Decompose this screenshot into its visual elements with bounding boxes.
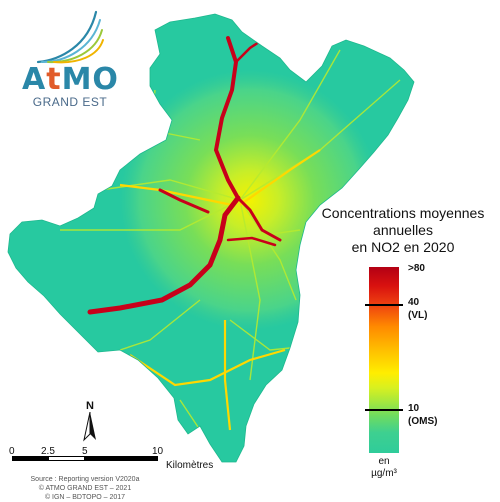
scale-tick-5: 5 (82, 446, 88, 457)
scale-unit: Kilomètres (166, 460, 214, 471)
logo-wordmark: AtMO (22, 62, 118, 97)
credits-atmo: © ATMO GRAND EST – 2021 (38, 485, 132, 492)
scale-tick-10: 10 (152, 446, 164, 457)
legend-title-line1: Concentrations moyennes (321, 205, 485, 221)
legend-oms-tag: (OMS) (408, 416, 438, 427)
major-roads (87, 36, 282, 315)
legend-threshold-vl (365, 304, 403, 306)
legend-unit-line2: µg/m³ (371, 468, 397, 479)
region-outline (7, 13, 415, 463)
logo-letter-t: t (46, 62, 62, 97)
credits: Source : Reporting version V2020a © ATMO… (20, 475, 150, 502)
logo-swoosh-icon (36, 10, 104, 64)
credits-ign: © IGN – BDTOPO – 2017 (44, 494, 126, 501)
scale-bar: 0 2.5 5 10 Kilomètres (8, 446, 248, 476)
logo-subtitle: GRAND EST (32, 95, 108, 109)
scale-tick-0: 0 (9, 446, 15, 457)
logo-letters-mo: MO (61, 62, 119, 97)
legend-oms-value: 10 (408, 403, 420, 414)
legend-vl-value: 40 (408, 297, 420, 308)
legend-title-line2: annuelles (373, 222, 433, 238)
credits-source: Source : Reporting version V2020a (30, 476, 140, 483)
scale-segment-3 (84, 456, 158, 461)
legend-title-line3: en NO2 en 2020 (351, 239, 455, 255)
legend-threshold-oms (365, 409, 403, 411)
north-label: N (86, 400, 94, 412)
logo-letter-a: A (22, 62, 47, 97)
north-arrow-icon (83, 412, 96, 442)
legend-title: Concentrations moyennes annuelles en NO2… (308, 205, 498, 256)
legend-unit-line1: en (378, 456, 390, 467)
scale-tick-2-5: 2.5 (41, 446, 55, 457)
legend-vl-tag: (VL) (408, 310, 428, 321)
legend-color-ramp (369, 267, 399, 453)
legend-unit: en µg/m³ (366, 456, 402, 480)
legend-max-label: >80 (408, 263, 425, 274)
